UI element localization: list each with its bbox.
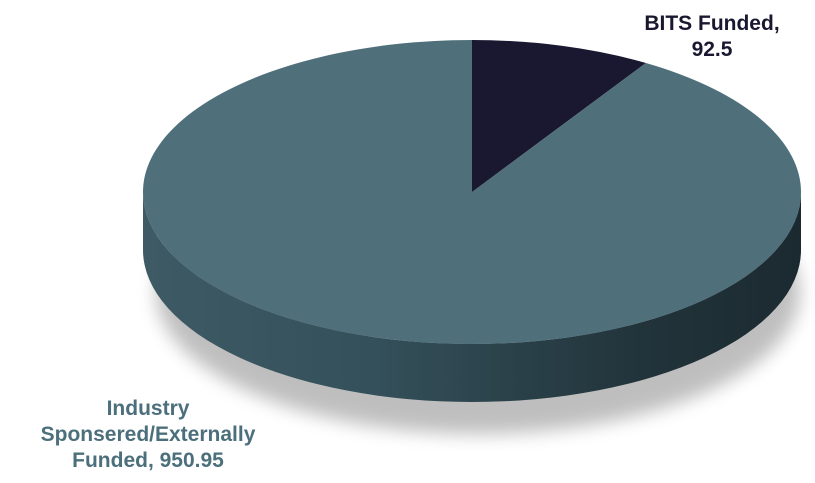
- pie-slice-0: [472, 40, 646, 192]
- pie-side-wall: [143, 192, 801, 402]
- pie-slice-label-1: Industry Sponsered/Externally Funded, 950.…: [41, 397, 256, 472]
- pie-slice-label-line: Funded, 950.95: [72, 449, 224, 472]
- pie-slice-label-line: Industry: [107, 397, 190, 420]
- pie-slice-label-line: 92.5: [692, 38, 733, 61]
- pie-slice-label-0: BITS Funded, 92.5: [644, 12, 779, 61]
- pie-slice-1: [143, 40, 802, 344]
- pie-slice-label-line: Sponsered/Externally: [41, 423, 256, 446]
- pie-slice-label-line: BITS Funded,: [644, 12, 779, 35]
